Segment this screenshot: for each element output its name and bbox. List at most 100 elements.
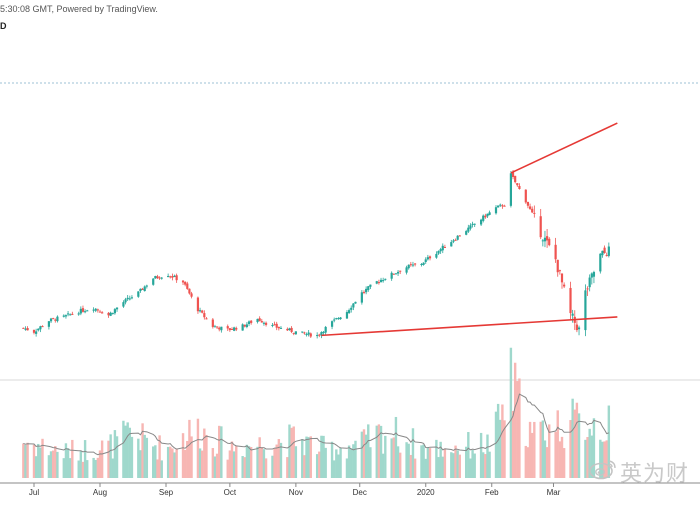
volume-bar (345, 458, 349, 478)
volume-bar (158, 435, 161, 478)
candle (375, 280, 378, 285)
candle (533, 205, 536, 218)
candle (428, 255, 432, 261)
volume-bar (203, 428, 206, 478)
volume-bar (34, 456, 38, 478)
time-tick-label: Sep (159, 488, 174, 497)
volume-bar (71, 439, 74, 478)
volume-bar (322, 435, 325, 478)
volume-bar (98, 450, 102, 478)
volume-bar (482, 452, 485, 478)
volume-bar (562, 448, 566, 478)
candle (558, 269, 561, 275)
volume-bar (111, 458, 114, 478)
volume-bar (435, 439, 438, 478)
candle (488, 210, 491, 216)
trendline-2[interactable] (321, 316, 618, 337)
candle (486, 213, 489, 219)
volume-bar (369, 447, 372, 478)
candle (382, 277, 385, 283)
volume-bar (367, 424, 370, 478)
volume-bar (215, 453, 219, 478)
candle (256, 318, 259, 324)
volume-bar (560, 436, 564, 478)
candle (454, 238, 457, 241)
volume-bar (64, 443, 68, 478)
candle (307, 329, 310, 337)
trendline-1[interactable] (510, 122, 618, 174)
candle (450, 239, 453, 247)
volume-bar (68, 458, 72, 478)
volume-bar (124, 425, 127, 478)
candle (247, 320, 251, 327)
volume-bar (156, 459, 159, 478)
volume-bar (528, 421, 532, 478)
candle (264, 321, 268, 327)
candle (560, 273, 564, 289)
time-tick-label: 2020 (417, 488, 435, 497)
candle (137, 291, 140, 298)
volume-bar (249, 446, 253, 478)
candle (599, 253, 602, 274)
volume-bar (464, 446, 468, 478)
volume-bar (41, 438, 44, 478)
candle (499, 203, 502, 207)
volume-bar (396, 446, 400, 478)
volume-bar (456, 450, 459, 478)
candle (233, 326, 236, 332)
candle (422, 262, 425, 266)
volume-bar (303, 455, 306, 478)
candle (303, 331, 306, 335)
volume-bar (407, 443, 410, 478)
volume-bar (503, 420, 506, 478)
volume-bar (83, 440, 87, 478)
volume-bar (533, 421, 536, 478)
candle (190, 291, 193, 299)
candle (409, 261, 412, 267)
volume-bar (113, 430, 117, 478)
volume-bar (79, 450, 83, 478)
volume-bar (601, 441, 604, 478)
volume-bar (226, 459, 229, 478)
candle (41, 325, 44, 328)
candle (443, 244, 447, 248)
volume-bar (605, 440, 608, 478)
candle (66, 310, 70, 317)
volume-bar (230, 441, 234, 478)
candle (94, 307, 97, 313)
volume-bar (286, 457, 289, 478)
candle (77, 311, 80, 316)
time-tick-label: Dec (353, 488, 367, 497)
volume-bar (262, 449, 266, 478)
candle (188, 288, 191, 295)
volume-bar (81, 461, 85, 478)
candle (111, 312, 114, 315)
candle (235, 326, 238, 332)
trendlines[interactable] (321, 122, 618, 337)
candle (588, 274, 591, 292)
candle (316, 332, 319, 339)
volume-bar (228, 450, 232, 478)
time-axis: Jul Aug Sep Oct Nov Dec 2020 Feb Mar (29, 483, 561, 497)
volume-bar (188, 419, 191, 478)
candle (575, 320, 579, 333)
volume-bar (556, 410, 559, 478)
candle (83, 309, 87, 314)
volume-bar (603, 441, 606, 478)
candle (571, 309, 574, 323)
volume-bar (518, 378, 521, 478)
volume-bar (501, 404, 504, 478)
volume-bar (354, 440, 357, 478)
volume-bar (196, 418, 200, 478)
watermark-text: 英为财 (620, 462, 690, 487)
volume-bar (569, 420, 572, 478)
candle (96, 308, 99, 313)
candle (290, 326, 293, 334)
candle (337, 317, 340, 320)
interval-label: D (0, 21, 7, 31)
volume-bar (305, 436, 308, 478)
candle (467, 224, 470, 233)
candle (86, 309, 89, 312)
